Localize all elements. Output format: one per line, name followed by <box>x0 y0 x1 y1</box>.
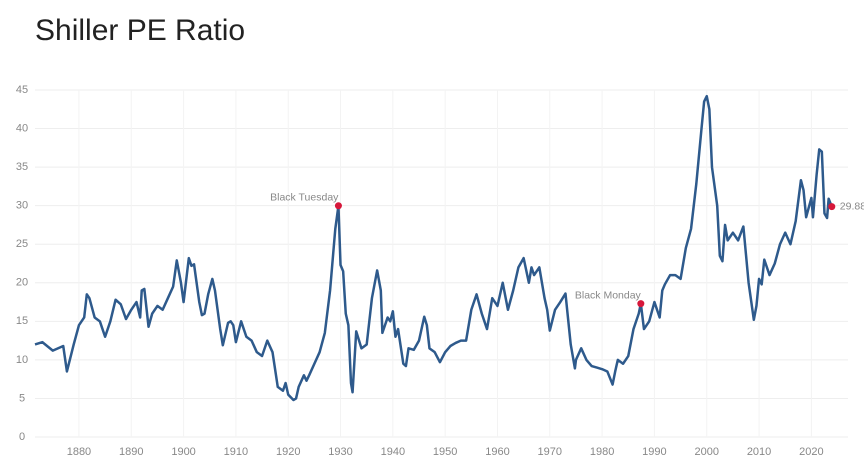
x-tick-label: 1910 <box>224 446 248 458</box>
x-tick-label: 1970 <box>538 446 562 458</box>
y-tick-label: 45 <box>16 84 28 96</box>
x-tick-label: 1990 <box>642 446 666 458</box>
y-tick-label: 10 <box>16 354 28 366</box>
annotation-marker <box>334 202 342 210</box>
y-tick-label: 35 <box>16 161 28 173</box>
y-tick-label: 20 <box>16 277 28 289</box>
x-tick-label: 2020 <box>799 446 823 458</box>
y-tick-label: 30 <box>16 200 28 212</box>
x-tick-label: 1960 <box>485 446 509 458</box>
annotation-marker <box>828 203 836 211</box>
annotation-label: Black Tuesday <box>270 192 339 204</box>
x-tick-label: 1920 <box>276 446 300 458</box>
y-tick-label: 15 <box>16 315 28 327</box>
annotation-label: Black Monday <box>575 289 642 301</box>
x-tick-label: 1890 <box>119 446 143 458</box>
chart-title: Shiller PE Ratio <box>35 14 245 47</box>
x-tick-label: 1950 <box>433 446 457 458</box>
annotation-label: 29.88 <box>840 200 864 212</box>
x-tick-label: 1930 <box>328 446 352 458</box>
y-tick-label: 0 <box>19 431 25 443</box>
x-tick-label: 1980 <box>590 446 614 458</box>
data-line <box>34 94 833 402</box>
annotation-marker <box>637 300 645 308</box>
x-tick-label: 2010 <box>747 446 771 458</box>
x-tick-label: 1900 <box>171 446 195 458</box>
y-tick-label: 5 <box>19 392 25 404</box>
x-tick-label: 2000 <box>695 446 719 458</box>
y-tick-label: 25 <box>16 238 28 250</box>
x-tick-label: 1940 <box>381 446 405 458</box>
y-tick-label: 40 <box>16 122 28 134</box>
x-tick-label: 1880 <box>67 446 91 458</box>
